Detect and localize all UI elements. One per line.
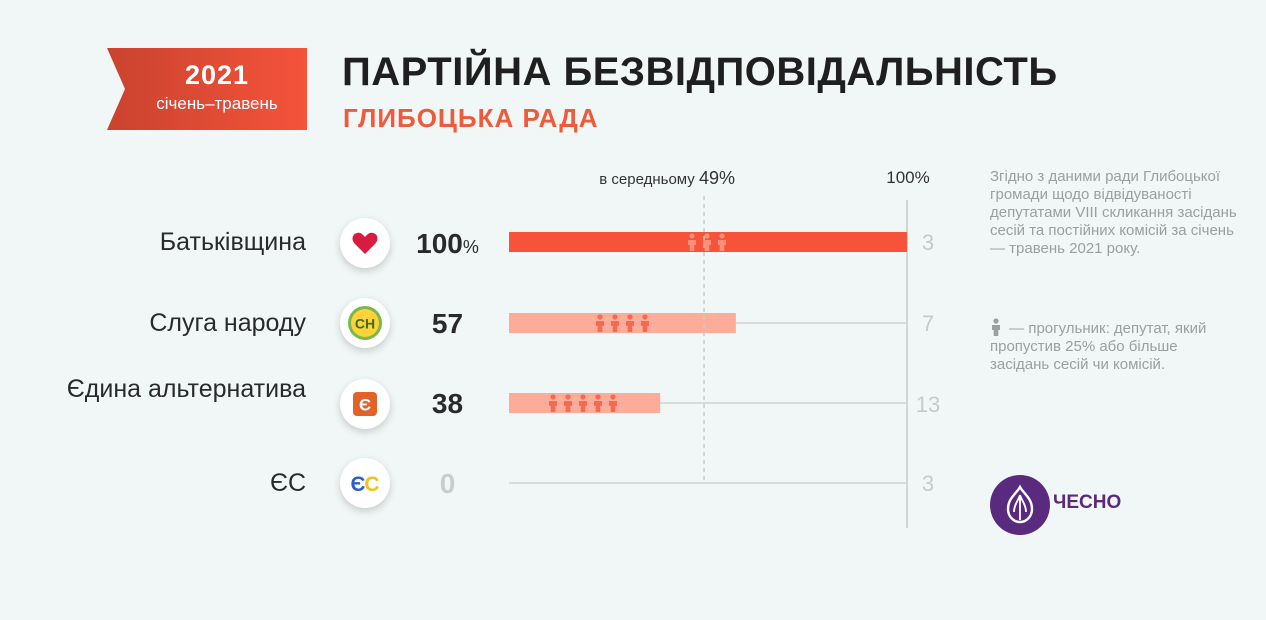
- truant-person-icon: [611, 314, 619, 332]
- sn-logo-text: СН: [355, 316, 375, 332]
- page-title: ПАРТІЙНА БЕЗВІДПОВІДАЛЬНІСТЬ: [342, 50, 1058, 94]
- person-body: [594, 401, 602, 412]
- period-badge: 2021 січень–травень: [107, 48, 307, 130]
- heart-icon: [352, 232, 378, 254]
- source-note: Згідно з даними ради Глибоцької громади …: [990, 168, 1237, 257]
- logo-sluha-narodu: СН: [340, 298, 390, 348]
- truant-person-icon: [609, 394, 617, 412]
- average-value: 49%: [698, 168, 735, 188]
- truant-person-icon: [549, 394, 557, 412]
- truant-person-icon: [703, 233, 711, 251]
- bar: [509, 313, 736, 333]
- party-label-yedyna-alternatyva: Єдина альтернатива: [66, 375, 306, 403]
- ea-logo-icon: Є: [353, 392, 377, 416]
- person-body: [564, 401, 572, 412]
- page-subtitle: ГЛИБОЦЬКА РАДА: [343, 103, 599, 133]
- truant-person-icon: [626, 314, 634, 332]
- person-head: [642, 314, 648, 320]
- logo-batkivshchyna: [340, 218, 390, 268]
- truant-person-icon: [579, 394, 587, 412]
- badge-year: 2021: [184, 60, 250, 90]
- person-head: [550, 394, 556, 400]
- person-body: [549, 401, 557, 412]
- person-body: [703, 240, 711, 251]
- truant-person-icon: [641, 314, 649, 332]
- value-yes: 0: [439, 468, 456, 499]
- sn-logo-icon: СН: [348, 306, 382, 340]
- person-head: [627, 314, 633, 320]
- average-header: в середньому 49%: [560, 168, 735, 189]
- person-head: [580, 394, 586, 400]
- max-header: 100%: [886, 168, 930, 187]
- es-logo-letter-s: С: [364, 473, 379, 496]
- person-head: [704, 233, 710, 239]
- es-logo-letter-e: Є: [351, 473, 366, 496]
- deputies-batkivshchyna: 3: [921, 230, 935, 255]
- es-logo-icon: Є С: [351, 473, 380, 496]
- ribbon-shape: [107, 48, 307, 130]
- party-label-yes: ЄС: [269, 469, 306, 497]
- ea-logo-text: Є: [359, 396, 371, 415]
- logo-yes: Є С: [340, 458, 390, 508]
- person-head: [612, 314, 618, 320]
- person-head: [689, 233, 695, 239]
- person-head: [565, 394, 571, 400]
- truant-person-icon: [718, 233, 726, 251]
- deputies-yes: 3: [921, 471, 935, 496]
- value-yedyna-alternatyva: 38: [431, 388, 464, 419]
- average-label: в середньому: [599, 171, 695, 188]
- person-icon: [992, 318, 1000, 336]
- person-body: [609, 401, 617, 412]
- chesno-logo-icon: [990, 475, 1050, 535]
- truant-person-icon: [688, 233, 696, 251]
- truant-person-icon: [596, 314, 604, 332]
- deputies-yedyna-alternatyva: 13: [915, 392, 941, 417]
- person-body: [718, 240, 726, 251]
- person-body: [579, 401, 587, 412]
- person-body: [611, 321, 619, 332]
- value-batkivshchyna: 100%: [416, 228, 479, 259]
- person-head: [610, 394, 616, 400]
- person-body: [596, 321, 604, 332]
- truant-legend: — прогульник: депутат, який пропустив 25…: [990, 318, 1240, 374]
- party-label-sluha-narodu: Слуга народу: [149, 309, 306, 337]
- person-head: [595, 394, 601, 400]
- badge-period: січень–травень: [156, 94, 278, 113]
- value-sluha-narodu: 57: [431, 308, 464, 339]
- party-label-batkivshchyna: Батьківщина: [159, 228, 306, 256]
- truant-person-icon: [564, 394, 572, 412]
- legend-text: — прогульник: депутат, який пропустив 25…: [990, 320, 1207, 373]
- logo-yedyna-alternatyva: Є: [340, 379, 390, 429]
- person-body: [626, 321, 634, 332]
- person-head: [719, 233, 725, 239]
- brand-name: ЧЕСНО: [1053, 492, 1122, 513]
- truant-person-icon: [594, 394, 602, 412]
- deputies-sluha-narodu: 7: [921, 311, 935, 336]
- person-body: [641, 321, 649, 332]
- person-body: [688, 240, 696, 251]
- person-head: [597, 314, 603, 320]
